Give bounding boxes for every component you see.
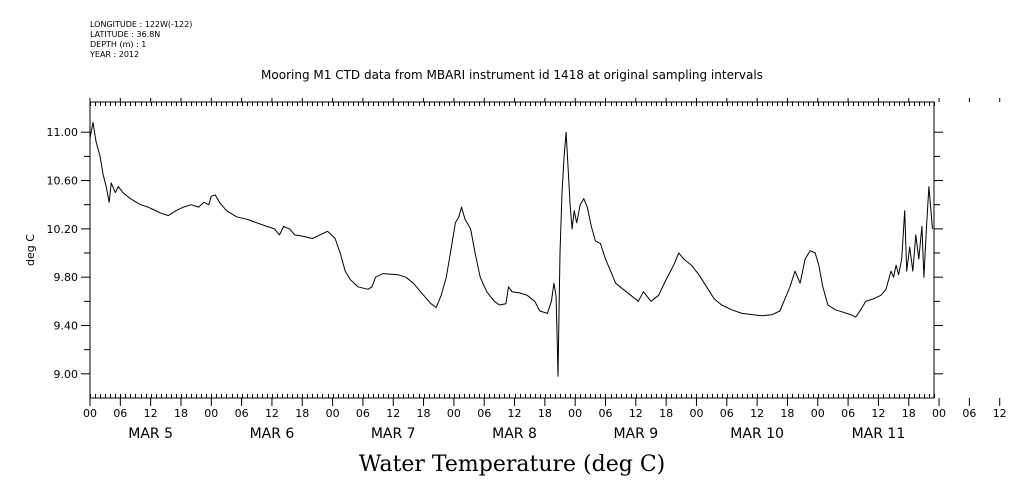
temperature-series-line	[89, 122, 933, 377]
bottom-title: Water Temperature (deg C)	[358, 452, 666, 477]
x-day-label: MAR 8	[492, 426, 537, 442]
y-tick-label: 9.40	[54, 320, 79, 333]
year-label: YEAR : 2012	[90, 50, 140, 59]
x-tick-label: 18	[174, 407, 188, 420]
metadata-block: LONGITUDE : 122W(-122) LATITUDE : 36.8N …	[90, 20, 192, 60]
depth-label: DEPTH (m) : 1	[90, 40, 147, 49]
longitude-label: LONGITUDE : 122W(-122)	[90, 20, 193, 29]
x-tick-label: 06	[477, 407, 491, 420]
x-day-label: MAR 11	[852, 426, 906, 442]
x-tick-label: 12	[144, 407, 158, 420]
x-tick-label: 06	[598, 407, 612, 420]
x-tick-label: 06	[841, 407, 855, 420]
x-tick-label: 00	[204, 407, 218, 420]
y-tick-label: 9.00	[54, 368, 79, 381]
x-tick-label: 00	[568, 407, 582, 420]
x-day-label: MAR 9	[613, 426, 658, 442]
x-tick-label: 00	[326, 407, 340, 420]
y-axis-label: deg C	[24, 234, 37, 266]
x-tick-label: 18	[295, 407, 309, 420]
x-day-label: MAR 5	[128, 426, 173, 442]
x-tick-label: 12	[629, 407, 643, 420]
x-tick-label: 12	[993, 407, 1007, 420]
x-tick-label: 18	[417, 407, 431, 420]
x-tick-label: 00	[447, 407, 461, 420]
y-tick-label: 10.20	[47, 223, 79, 236]
x-tick-label: 06	[356, 407, 370, 420]
x-tick-label: 06	[962, 407, 976, 420]
x-tick-label: 06	[113, 407, 127, 420]
x-tick-label: 18	[538, 407, 552, 420]
x-tick-label: 00	[811, 407, 825, 420]
x-tick-label: 00	[83, 407, 97, 420]
x-tick-label: 12	[265, 407, 279, 420]
x-tick-label: 06	[235, 407, 249, 420]
y-tick-label: 11.00	[47, 126, 79, 139]
x-tick-label: 12	[508, 407, 522, 420]
x-day-label: MAR 6	[250, 426, 295, 442]
x-minor-ticks	[90, 102, 935, 398]
x-tick-label: 18	[902, 407, 916, 420]
plot-frame	[89, 101, 935, 399]
latitude-label: LATITUDE : 36.8N	[90, 30, 161, 39]
y-tick-label: 10.60	[47, 175, 79, 188]
x-tick-label: 00	[932, 407, 946, 420]
x-tick-label: 18	[780, 407, 794, 420]
x-day-label: MAR 10	[730, 426, 784, 442]
x-tick-label: 18	[659, 407, 673, 420]
x-day-label: MAR 7	[371, 426, 416, 442]
x-tick-label: 12	[871, 407, 885, 420]
chart-title: Mooring M1 CTD data from MBARI instrumen…	[261, 68, 763, 82]
y-tick-label: 9.80	[54, 271, 79, 284]
x-tick-label: 06	[720, 407, 734, 420]
x-tick-label: 00	[689, 407, 703, 420]
x-tick-label: 12	[750, 407, 764, 420]
x-tick-label: 12	[386, 407, 400, 420]
